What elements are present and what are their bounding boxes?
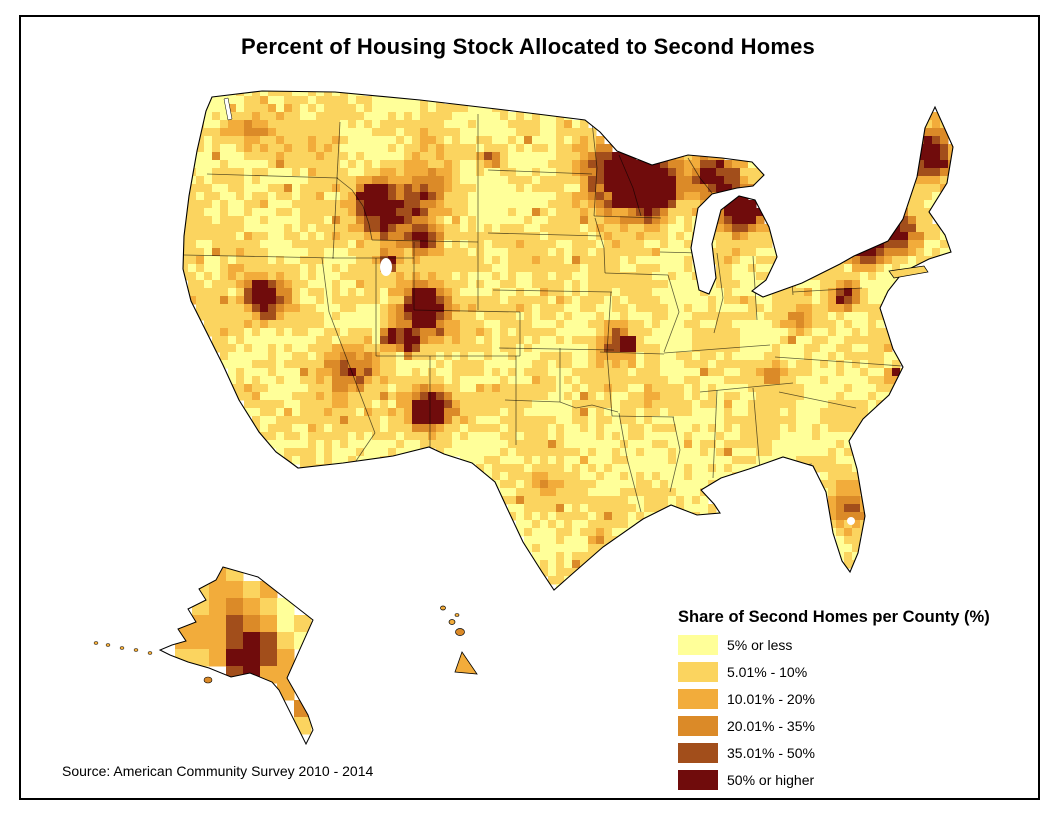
source-note: Source: American Community Survey 2010 -… (62, 763, 374, 779)
legend-swatch (678, 770, 718, 790)
legend-item: 35.01% - 50% (678, 743, 990, 763)
hawaii-maui (455, 628, 465, 636)
inland-lakes (223, 97, 855, 525)
county-mosaic-mainland (183, 91, 953, 590)
legend-item: 20.01% - 35% (678, 716, 990, 736)
aleutian-island (105, 643, 111, 647)
legend-item: 10.01% - 20% (678, 689, 990, 709)
aleutian-island (93, 641, 99, 645)
legend-swatch (678, 662, 718, 682)
kodiak-island (203, 676, 213, 684)
legend-label: 5% or less (727, 637, 793, 653)
hawaii-big-island (454, 651, 478, 675)
hawaii-oahu (448, 619, 456, 625)
aleutian-island (147, 651, 153, 655)
legend-label: 20.01% - 35% (727, 718, 815, 734)
long-island (888, 265, 929, 279)
legend-item: 50% or higher (678, 770, 990, 790)
legend-swatch (678, 635, 718, 655)
legend-item: 5% or less (678, 635, 990, 655)
legend: Share of Second Homes per County (%) 5% … (678, 608, 990, 797)
legend-label: 50% or higher (727, 772, 815, 788)
legend-title: Share of Second Homes per County (%) (678, 608, 990, 626)
hawaii-molokai (454, 613, 460, 617)
aleutian-island (119, 646, 125, 650)
legend-swatch (678, 743, 718, 763)
legend-swatch (678, 689, 718, 709)
legend-label: 5.01% - 10% (727, 664, 808, 680)
aleutian-island (133, 648, 139, 652)
legend-label: 10.01% - 20% (727, 691, 815, 707)
map-frame (19, 15, 1040, 800)
great-salt-lake (380, 258, 392, 276)
hawaii-and-islands (93, 265, 929, 684)
lake-okeechobee (847, 517, 855, 525)
hawaii-kauai (440, 605, 446, 611)
legend-item: 5.01% - 10% (678, 662, 990, 682)
legend-label: 35.01% - 50% (727, 745, 815, 761)
legend-swatch (678, 716, 718, 736)
alaska-outline (158, 566, 314, 746)
page-title: Percent of Housing Stock Allocated to Se… (241, 34, 815, 59)
mainland-outline (182, 90, 954, 591)
puget-sound (223, 97, 233, 121)
